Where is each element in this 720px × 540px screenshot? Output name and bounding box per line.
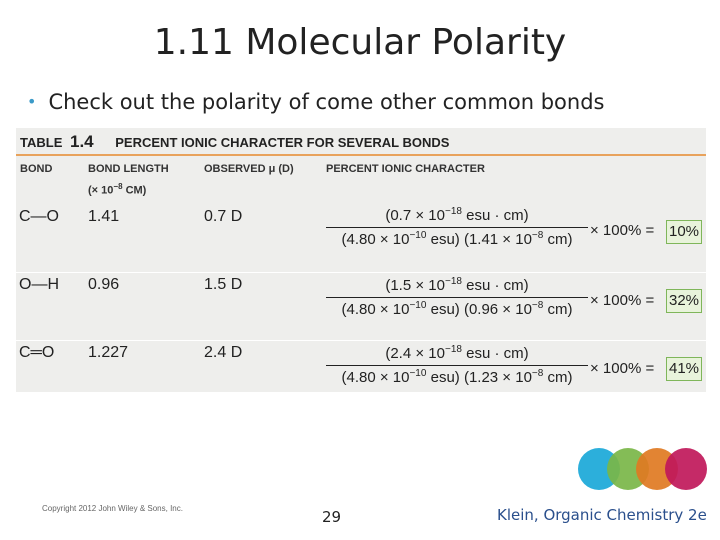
fraction-bar bbox=[326, 365, 588, 366]
row-divider bbox=[16, 340, 706, 341]
fraction-bar bbox=[326, 297, 588, 298]
table-label: TABLE bbox=[20, 135, 63, 150]
col-header-bond: BOND bbox=[20, 163, 53, 175]
logo-circle bbox=[578, 448, 620, 490]
logo-circle bbox=[636, 448, 678, 490]
table-heading: PERCENT IONIC CHARACTER FOR SEVERAL BOND… bbox=[115, 135, 450, 150]
slide-title: 1.11 Molecular Polarity bbox=[153, 22, 567, 63]
length-cell: 1.227 bbox=[88, 344, 129, 361]
ionic-character-table: TABLE 1.4 PERCENT IONIC CHARACTER FOR SE… bbox=[16, 128, 706, 392]
table-number: 1.4 bbox=[70, 132, 94, 151]
copyright-text: Copyright 2012 John Wiley & Sons, Inc. bbox=[42, 504, 183, 513]
percent-result: 10% bbox=[666, 220, 702, 244]
book-reference: Klein, Organic Chemistry 2e bbox=[497, 506, 707, 524]
length-cell: 1.41 bbox=[88, 208, 120, 225]
logo-circle bbox=[665, 448, 707, 490]
table-caption: TABLE 1.4 PERCENT IONIC CHARACTER FOR SE… bbox=[20, 132, 449, 152]
bullet-point: • Check out the polarity of come other co… bbox=[27, 90, 605, 114]
bullet-icon: • bbox=[27, 92, 37, 111]
multiplier-text: × 100% = bbox=[590, 360, 655, 377]
multiplier-text: × 100% = bbox=[590, 292, 655, 309]
bond-cell: C═O bbox=[19, 344, 55, 361]
bond-cell: O—H bbox=[19, 276, 59, 293]
multiplier-text: × 100% = bbox=[590, 222, 655, 239]
col-header-percent: PERCENT IONIC CHARACTER bbox=[326, 163, 485, 175]
header-rule bbox=[16, 154, 706, 156]
percent-formula: (2.4 × 10−18 esu · cm) (4.80 × 10−10 esu… bbox=[326, 344, 588, 386]
page-number: 29 bbox=[322, 508, 342, 526]
observed-cell: 1.5 D bbox=[204, 276, 243, 293]
logo-circle bbox=[607, 448, 649, 490]
observed-cell: 2.4 D bbox=[204, 344, 243, 361]
publisher-logo bbox=[578, 448, 707, 490]
fraction-bar bbox=[326, 227, 588, 228]
percent-formula: (0.7 × 10−18 esu · cm) (4.80 × 10−10 esu… bbox=[326, 206, 588, 248]
percent-result: 32% bbox=[666, 289, 702, 313]
col-header-length: BOND LENGTH (× 10−8 CM) bbox=[88, 163, 169, 197]
length-cell: 0.96 bbox=[88, 276, 120, 293]
observed-cell: 0.7 D bbox=[204, 208, 243, 225]
row-divider bbox=[16, 272, 706, 273]
bond-cell: C—O bbox=[19, 208, 59, 225]
percent-result: 41% bbox=[666, 357, 702, 381]
bullet-text: Check out the polarity of come other com… bbox=[48, 90, 605, 114]
percent-formula: (1.5 × 10−18 esu · cm) (4.80 × 10−10 esu… bbox=[326, 276, 588, 318]
col-header-observed: OBSERVED μ (D) bbox=[204, 163, 294, 175]
